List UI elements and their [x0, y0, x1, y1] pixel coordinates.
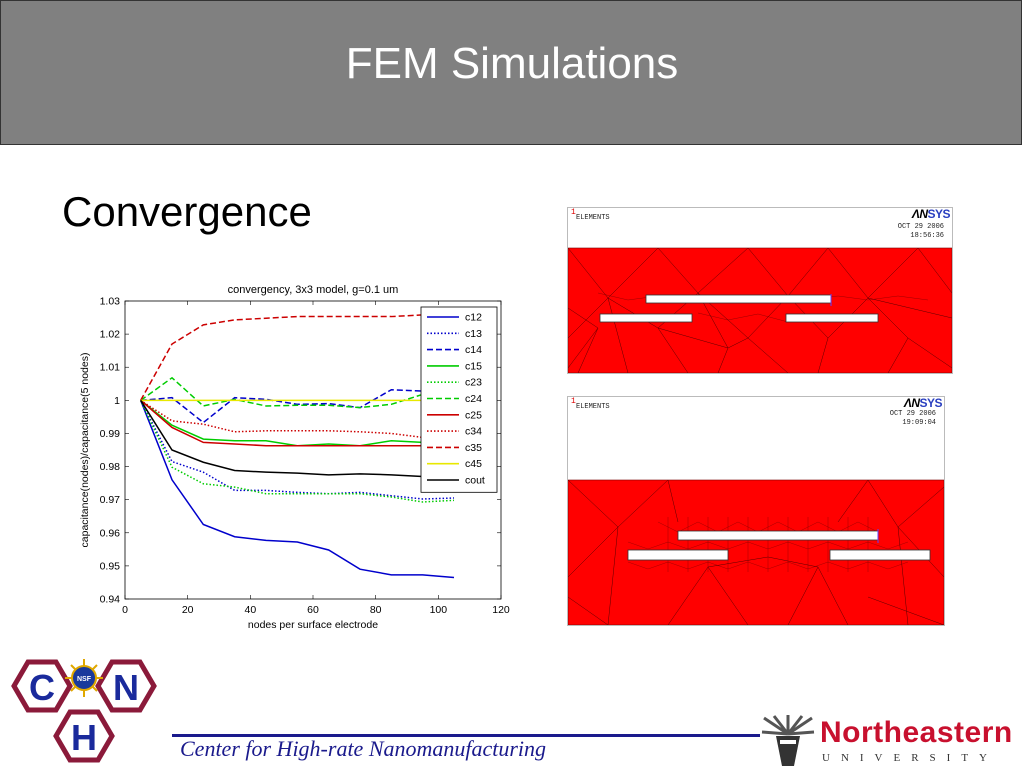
ansys-mesh-panel-2: 1 ELEMENTS ΛNSYS OCT 29 2006 19:09:04 [567, 396, 945, 626]
x-tick-label: 80 [370, 604, 382, 616]
nsf-badge-icon: NSF [65, 659, 103, 697]
ansys-timestamp: OCT 29 2006 18:56:36 [897, 223, 944, 240]
y-axis-label: capacitance(nodes)/capacitance(5 nodes) [79, 353, 91, 548]
series-line-c35 [140, 314, 454, 401]
legend-label-c34: c34 [465, 426, 482, 438]
svg-text:NSF: NSF [77, 676, 92, 683]
chn-logo: C N H NSF [11, 659, 157, 763]
series-line-c23 [139, 400, 455, 503]
legend-label-c24: c24 [465, 393, 482, 405]
legend-box [420, 306, 498, 493]
legend-label-cout: cout [465, 475, 485, 487]
series-line-c13 [139, 399, 455, 500]
ansys-plot-label: ELEMENTS [576, 403, 610, 411]
ansys-logo: ΛNSYS [911, 207, 951, 221]
chart-title: convergency, 3x3 model, g=0.1 um [228, 284, 399, 296]
series-line-c14 [140, 388, 455, 424]
ansys-window-number: 1 [571, 397, 576, 406]
y-tick-label: 0.94 [100, 594, 121, 606]
y-tick-label: 1.03 [100, 296, 121, 308]
x-tick-label: 100 [430, 604, 448, 616]
y-tick-label: 0.95 [100, 560, 121, 572]
ansys-mesh-panel-1: 1 ELEMENTS ΛNSYS OCT 29 2006 18:56:36 [567, 207, 953, 374]
chn-letter-h: H [71, 717, 97, 758]
ansys-plot-label: ELEMENTS [576, 214, 610, 222]
y-tick-label: 1.02 [100, 329, 121, 341]
series-line-c25 [140, 399, 454, 447]
ansys-window-number: 1 [571, 208, 576, 217]
footer-center-name: Center for High-rate Nanomanufacturing [180, 736, 547, 761]
legend-label-c45: c45 [465, 458, 482, 470]
legend-label-c35: c35 [465, 442, 482, 454]
legend-label-c14: c14 [465, 344, 482, 356]
chn-letter-n: N [113, 667, 139, 708]
y-tick-label: 0.96 [100, 527, 121, 539]
mesh-image-2 [568, 479, 944, 625]
slide-subtitle: Convergence [62, 188, 312, 235]
y-tick-label: 0.97 [100, 494, 121, 506]
legend-label-c23: c23 [465, 377, 482, 389]
northeastern-university-label: UNIVERSITY [822, 752, 998, 764]
x-tick-label: 0 [122, 604, 128, 616]
legend-label-c15: c15 [465, 360, 482, 372]
series-line-c12 [139, 400, 455, 579]
y-tick-label: 0.99 [100, 428, 121, 440]
x-tick-label: 60 [307, 604, 319, 616]
legend-label-c12: c12 [465, 312, 482, 324]
convergence-chart: convergency, 3x3 model, g=0.1 um 0 20 40 60 8… [79, 284, 510, 631]
x-tick-label: 120 [492, 604, 510, 616]
northeastern-torch-icon [760, 714, 816, 768]
y-tick-label: 1 [114, 395, 120, 407]
y-tick-label: 1.01 [100, 362, 121, 374]
legend-label-c13: c13 [465, 328, 482, 340]
x-tick-label: 40 [244, 604, 256, 616]
legend-label-c25: c25 [465, 409, 482, 421]
slide-title: FEM Simulations [345, 39, 679, 88]
y-tick-label: 0.98 [100, 461, 121, 473]
x-axis-label: nodes per surface electrode [248, 619, 378, 631]
x-tick-label: 20 [182, 604, 194, 616]
title-bar: FEM Simulations [0, 0, 1022, 145]
footer-rule [172, 734, 762, 737]
series-line-cout [140, 399, 455, 478]
northeastern-wordmark: Northeastern [820, 716, 1013, 749]
ansys-timestamp: OCT 29 2006 19:09:04 [889, 410, 936, 427]
ansys-logo: ΛNSYS [903, 396, 943, 410]
chn-letter-c: C [29, 667, 55, 708]
mesh-image-1 [568, 247, 952, 373]
